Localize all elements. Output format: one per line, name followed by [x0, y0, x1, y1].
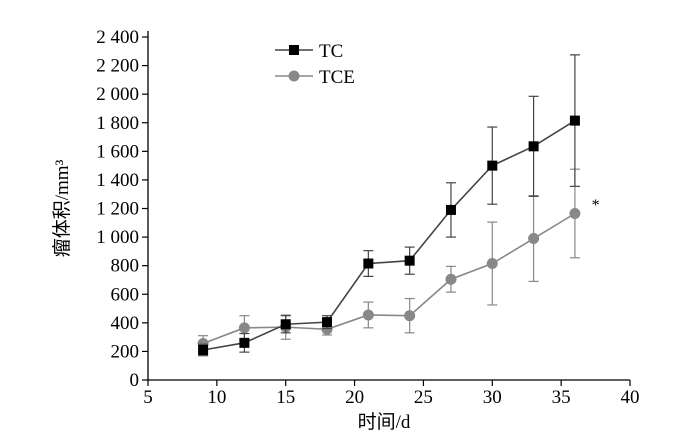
data-point — [445, 273, 457, 285]
data-point — [528, 233, 540, 245]
series-tc — [198, 54, 580, 357]
y-tick-label: 400 — [111, 313, 140, 334]
data-point — [238, 322, 250, 334]
data-point — [404, 310, 416, 322]
data-point — [280, 319, 291, 330]
y-tick-label: 1 200 — [96, 199, 139, 220]
y-tick-label: 200 — [111, 341, 140, 362]
y-tick-label: 2 200 — [96, 56, 139, 77]
series-line — [202, 119, 576, 351]
data-point — [487, 160, 498, 171]
series-tce — [197, 168, 581, 353]
x-tick-label: 30 — [483, 387, 502, 408]
data-point — [404, 255, 415, 266]
data-point — [445, 204, 456, 215]
y-tick-label: 0 — [130, 370, 140, 391]
x-tick-label: 20 — [345, 387, 364, 408]
y-tick-label: 800 — [111, 256, 140, 277]
data-point — [362, 309, 374, 321]
y-tick-label: 2 400 — [96, 27, 139, 48]
y-tick-label: 1 800 — [96, 113, 139, 134]
significance-marker: * — [592, 197, 600, 214]
data-point — [569, 208, 581, 220]
data-point — [322, 317, 333, 328]
data-point — [363, 258, 374, 269]
data-point — [486, 258, 498, 270]
x-tick-label: 35 — [552, 387, 571, 408]
y-tick-label: 600 — [111, 284, 140, 305]
x-tick-label: 25 — [414, 387, 433, 408]
series-line — [202, 212, 576, 345]
data-point — [528, 141, 539, 152]
y-tick-label: 1 400 — [96, 170, 139, 191]
x-tick-label: 40 — [621, 387, 640, 408]
x-tick-label: 5 — [143, 387, 153, 408]
data-point — [569, 115, 580, 126]
y-tick-label: 1 000 — [96, 227, 139, 248]
x-tick-label: 15 — [276, 387, 295, 408]
legend-label: TC — [319, 41, 343, 62]
x-axis-title: 时间/d — [358, 411, 411, 433]
data-point — [239, 337, 250, 348]
y-tick-label: 1 600 — [96, 141, 139, 162]
x-tick-label: 10 — [207, 387, 226, 408]
annotations: * — [592, 197, 600, 214]
legend: TC TCE — [275, 41, 355, 88]
data-point — [198, 344, 209, 355]
legend-marker — [289, 45, 299, 55]
axes: 0 200 400 600 800 1 000 1 200 1 400 1 600 1 800 2 … — [51, 27, 640, 433]
legend-marker — [288, 70, 300, 82]
y-axis-title: 瘤体积/mm³ — [51, 159, 73, 257]
series-layer — [197, 54, 581, 357]
legend-label: TCE — [319, 67, 355, 88]
y-tick-label: 2 000 — [96, 84, 139, 105]
